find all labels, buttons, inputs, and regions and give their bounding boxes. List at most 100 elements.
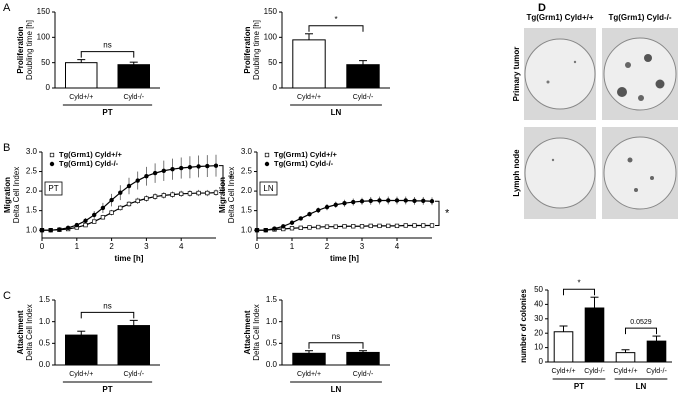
y-axis-label: Delta Cell Index: [12, 167, 21, 223]
bar: [615, 352, 636, 363]
significance-label: *: [445, 207, 450, 219]
significance-label: *: [334, 15, 337, 24]
x-tick-label: Cyld+/+: [551, 368, 575, 375]
y-tick-label: 10: [534, 343, 543, 352]
marker: [48, 227, 53, 233]
marker: [386, 198, 391, 203]
panel-letter: B: [3, 142, 10, 154]
marker: [394, 223, 400, 229]
marker: [152, 194, 158, 199]
marker: [39, 227, 45, 233]
y-tick-label: 1.0: [241, 225, 253, 234]
bar: [346, 351, 380, 366]
y-axis-title: Attachment: [16, 310, 25, 354]
column-label: Tg(Grm1) Cyld-/-: [608, 13, 671, 22]
x-tick-label: Cyld+/+: [69, 371, 93, 378]
y-tick-label: 1.0: [39, 317, 51, 326]
y-tick-label: 3.0: [26, 147, 38, 156]
marker: [351, 224, 356, 229]
y-tick-label: 1.5: [241, 206, 253, 215]
marker: [196, 164, 201, 169]
marker: [179, 165, 184, 171]
bar: [65, 62, 98, 89]
y-tick-label: 3.0: [241, 147, 253, 156]
colony: [627, 157, 633, 163]
bar: [292, 352, 326, 366]
bar: [117, 325, 150, 366]
group-label: LN: [331, 385, 342, 394]
x-tick-label: Cyld+/+: [69, 94, 93, 101]
marker: [342, 201, 347, 206]
marker: [298, 225, 303, 230]
marker: [161, 168, 166, 173]
x-tick-label: 0: [40, 242, 45, 251]
x-tick-label: Cyld-/-: [123, 94, 144, 101]
marker: [377, 198, 382, 203]
marker: [386, 223, 391, 229]
x-tick-label: 1: [290, 242, 295, 251]
marker: [100, 205, 106, 211]
x-tick-label: Cyld-/-: [646, 368, 667, 375]
marker: [421, 198, 426, 204]
marker: [100, 215, 106, 220]
y-axis-title: Proliferation: [16, 26, 25, 73]
marker: [316, 208, 321, 213]
y-axis-title: Migration: [218, 177, 227, 213]
marker: [368, 198, 373, 204]
bar: [292, 39, 326, 89]
legend-marker: [49, 152, 55, 158]
box-label: PT: [48, 184, 58, 193]
colony: [573, 60, 577, 64]
marker: [377, 223, 382, 229]
marker: [421, 223, 426, 228]
significance-label: *: [229, 173, 234, 185]
marker: [187, 165, 193, 170]
y-tick-label: 0: [539, 357, 544, 366]
bar: [65, 334, 98, 366]
y-axis-label: Delta Cell Index: [227, 167, 236, 223]
legend-marker: [49, 161, 55, 167]
significance-bracket: [308, 342, 364, 349]
marker: [144, 196, 149, 201]
y-tick-label: 2.5: [26, 167, 38, 176]
y-tick-label: 1.5: [266, 295, 278, 304]
group-label: LN: [636, 382, 647, 391]
y-tick-label: 2.0: [26, 186, 38, 195]
significance-bracket: [308, 25, 364, 32]
significance-bracket: [80, 51, 135, 58]
plate: [524, 38, 596, 110]
marker: [187, 191, 193, 196]
series-line: [42, 192, 217, 231]
x-tick-label: 3: [144, 242, 149, 251]
marker: [126, 201, 132, 207]
y-axis-title: Proliferation: [243, 26, 252, 73]
significance-bracket: [625, 327, 657, 335]
marker: [126, 183, 132, 189]
marker: [92, 212, 97, 218]
colony: [638, 95, 644, 101]
panel-letter: D: [538, 2, 546, 14]
marker: [152, 170, 158, 176]
x-tick-label: Cyld-/-: [123, 371, 144, 378]
marker: [263, 227, 268, 233]
marker: [213, 190, 219, 195]
x-tick-label: 4: [179, 242, 184, 251]
marker: [74, 222, 80, 228]
group-label: PT: [574, 382, 584, 391]
plates: [524, 28, 678, 219]
colony: [625, 62, 631, 68]
y-tick-label: 0.5: [39, 338, 51, 347]
marker: [359, 224, 365, 229]
box-label: LN: [263, 184, 273, 193]
legend-label: Tg(Grm1) Cyld+/+: [59, 150, 123, 159]
marker: [161, 193, 166, 198]
y-tick-label: 1.5: [26, 206, 38, 215]
marker: [316, 224, 321, 230]
marker: [342, 224, 347, 229]
marker: [307, 211, 312, 217]
marker: [205, 190, 210, 196]
plate: [524, 137, 596, 209]
marker: [403, 198, 408, 203]
y-tick-label: 0: [273, 83, 278, 92]
y-axis-title: Migration: [3, 177, 12, 213]
